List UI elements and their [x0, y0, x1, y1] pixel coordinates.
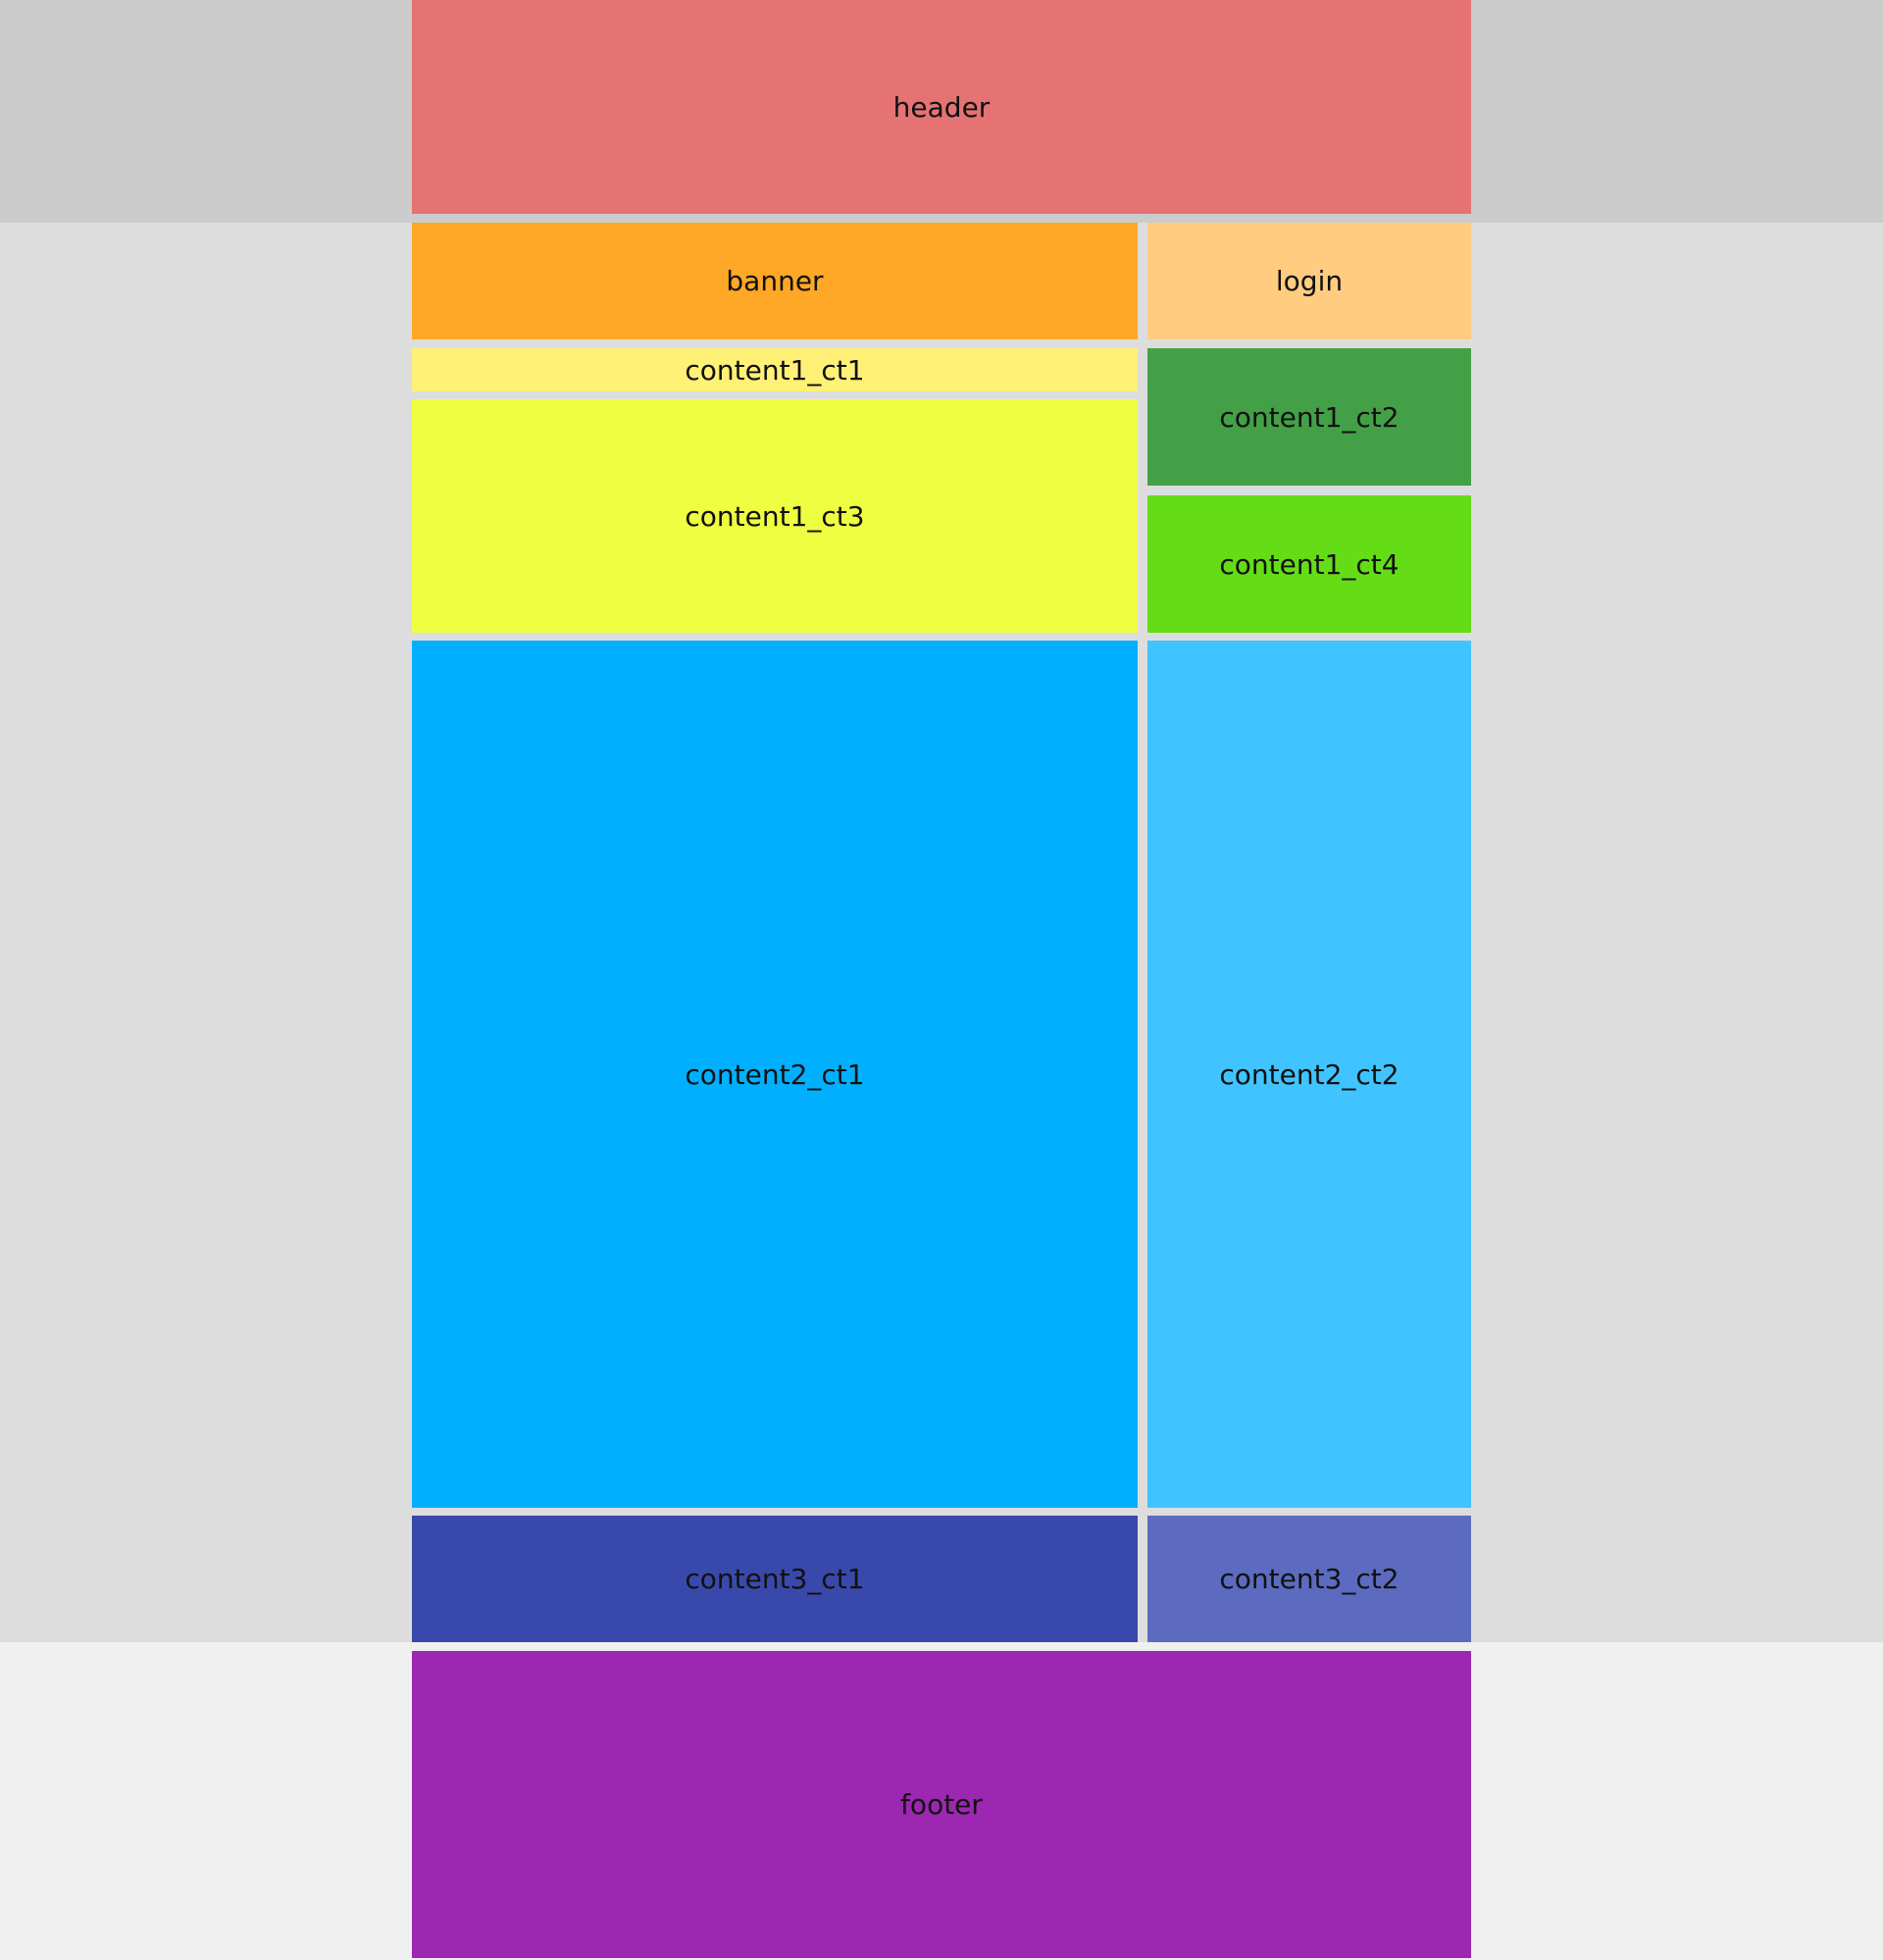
content1-ct2-block: content1_ct2 [1147, 348, 1471, 486]
content3-ct1-block: content3_ct1 [412, 1516, 1138, 1642]
content3-ct2-label: content3_ct2 [1219, 1563, 1400, 1595]
content1-ct1-block: content1_ct1 [412, 348, 1138, 391]
content2-ct2-block: content2_ct2 [1147, 641, 1471, 1508]
header-label: header [892, 90, 991, 124]
content2-ct1-block: content2_ct1 [412, 641, 1138, 1508]
login-label: login [1275, 265, 1344, 297]
content1-ct4-label: content1_ct4 [1219, 547, 1400, 581]
login-block[interactable]: login [1147, 223, 1471, 339]
header-block: header [412, 0, 1471, 214]
footer-label: footer [900, 1788, 983, 1821]
content1-ct3-label: content1_ct3 [685, 499, 865, 533]
content1-ct3-block: content1_ct3 [412, 399, 1138, 633]
banner-label: banner [726, 265, 824, 297]
footer-block: footer [412, 1651, 1471, 1958]
content2-ct1-label: content2_ct1 [685, 1057, 865, 1091]
content3-ct2-block: content3_ct2 [1147, 1516, 1471, 1642]
content2-ct2-label: content2_ct2 [1219, 1057, 1400, 1091]
content1-ct4-block: content1_ct4 [1147, 495, 1471, 633]
content3-ct1-label: content3_ct1 [685, 1563, 865, 1595]
content1-ct2-label: content1_ct2 [1219, 400, 1400, 434]
content1-ct1-label: content1_ct1 [685, 353, 865, 387]
banner-block: banner [412, 223, 1138, 339]
